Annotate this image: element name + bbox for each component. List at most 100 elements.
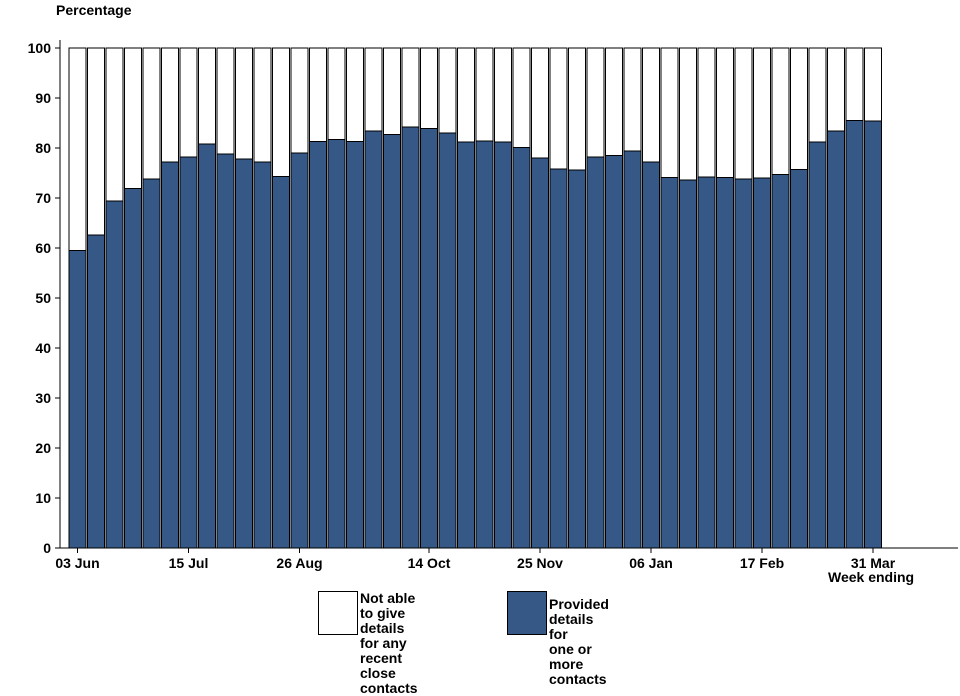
y-tick-label-60: 60 — [35, 240, 51, 256]
bar-not-able-32 — [660, 47, 679, 178]
bar-not-able-34 — [697, 47, 716, 178]
bar-not-able-27 — [568, 47, 586, 171]
bar-provided-5 — [161, 161, 179, 549]
legend-label-not-able: Not able to give details for any recent … — [360, 590, 418, 696]
bar-not-able-33 — [679, 47, 697, 181]
bar-provided-37 — [753, 177, 771, 549]
bar-not-able-28 — [586, 47, 605, 158]
bar-not-able-12 — [290, 47, 309, 154]
x-tick-label-0: 03 Jun — [55, 555, 99, 571]
y-tick-label-20: 20 — [35, 440, 51, 456]
bar-provided-24 — [512, 147, 531, 549]
x-tick-label-6: 15 Jul — [169, 555, 209, 571]
bar-not-able-0 — [68, 47, 87, 251]
bar-not-able-17 — [383, 47, 401, 135]
x-tick-label-37: 17 Feb — [740, 555, 784, 571]
y-tick-label-90: 90 — [35, 90, 51, 106]
bar-not-able-16 — [364, 47, 383, 132]
bar-provided-7 — [198, 143, 216, 549]
bar-provided-16 — [364, 130, 383, 549]
x-tick-label-12: 26 Aug — [276, 555, 322, 571]
bar-not-able-41 — [827, 47, 845, 132]
bar-provided-29 — [605, 155, 623, 549]
y-tick-label-50: 50 — [35, 290, 51, 306]
bar-not-able-2 — [105, 47, 124, 202]
bar-not-able-18 — [401, 47, 420, 128]
bar-provided-34 — [697, 176, 716, 549]
bar-not-able-20 — [438, 47, 457, 134]
x-tick-label-19: 14 Oct — [408, 555, 451, 571]
bar-provided-11 — [272, 176, 290, 549]
bar-provided-38 — [771, 174, 790, 549]
bar-provided-19 — [420, 128, 438, 549]
bar-provided-35 — [716, 177, 734, 549]
y-tick-label-100: 100 — [28, 40, 52, 56]
bar-not-able-19 — [420, 47, 438, 129]
bar-not-able-1 — [87, 47, 105, 236]
bar-not-able-24 — [512, 47, 531, 148]
bar-not-able-13 — [309, 47, 327, 142]
bar-not-able-37 — [753, 47, 771, 179]
bar-not-able-38 — [771, 47, 790, 175]
bar-provided-4 — [142, 178, 161, 549]
y-tick-label-0: 0 — [43, 540, 51, 556]
bar-provided-30 — [623, 150, 642, 549]
bar-not-able-9 — [235, 47, 253, 160]
bar-provided-25 — [531, 157, 549, 549]
y-tick-label-70: 70 — [35, 190, 51, 206]
bar-not-able-4 — [142, 47, 161, 180]
bar-provided-14 — [327, 139, 346, 549]
bar-provided-17 — [383, 134, 401, 549]
bar-provided-9 — [235, 158, 253, 549]
bar-provided-10 — [253, 161, 272, 549]
bar-provided-3 — [124, 188, 142, 549]
bar-not-able-25 — [531, 47, 549, 159]
x-axis-title: Week ending — [828, 569, 915, 585]
bar-not-able-35 — [716, 47, 734, 178]
bar-not-able-21 — [457, 47, 475, 143]
bar-not-able-29 — [605, 47, 623, 156]
bar-provided-8 — [216, 153, 235, 549]
y-tick-label-30: 30 — [35, 390, 51, 406]
bar-not-able-42 — [845, 47, 864, 121]
bar-not-able-39 — [790, 47, 808, 170]
bar-provided-15 — [346, 141, 364, 549]
y-axis-title: Percentage — [56, 2, 132, 18]
bar-provided-41 — [827, 130, 845, 549]
bar-provided-13 — [309, 141, 327, 549]
x-tick-label-43: 31 Mar — [851, 555, 896, 571]
bar-not-able-3 — [124, 47, 142, 189]
bar-provided-21 — [457, 141, 475, 549]
bar-provided-0 — [68, 250, 87, 549]
x-tick-label-31: 06 Jan — [629, 555, 673, 571]
bar-provided-28 — [586, 156, 605, 549]
bar-not-able-43 — [864, 47, 882, 122]
bar-provided-6 — [179, 156, 198, 549]
y-tick-label-80: 80 — [35, 140, 51, 156]
bar-not-able-40 — [808, 47, 827, 143]
bar-provided-27 — [568, 169, 586, 549]
bar-provided-18 — [401, 126, 420, 549]
y-tick-label-10: 10 — [35, 490, 51, 506]
bar-not-able-14 — [327, 47, 346, 140]
legend-swatch-not-able — [318, 591, 358, 635]
bar-provided-40 — [808, 141, 827, 549]
bar-provided-22 — [475, 140, 494, 549]
bar-provided-43 — [864, 120, 882, 549]
bar-not-able-36 — [734, 47, 753, 180]
bar-not-able-26 — [549, 47, 568, 170]
bar-not-able-15 — [346, 47, 364, 142]
bar-provided-2 — [105, 200, 124, 549]
bar-chart: 0 10 20 30 40 50 60 70 80 90 100 03 Jun 15 Jul 26 Aug… — [28, 40, 958, 571]
bar-not-able-31 — [642, 47, 660, 163]
bar-provided-20 — [438, 132, 457, 549]
bar-provided-1 — [87, 234, 105, 549]
bar-not-able-7 — [198, 47, 216, 145]
bar-provided-32 — [660, 177, 679, 549]
bar-not-able-22 — [475, 47, 494, 142]
bar-not-able-8 — [216, 47, 235, 155]
bar-provided-23 — [494, 141, 512, 549]
bar-provided-36 — [734, 178, 753, 549]
bar-provided-33 — [679, 179, 697, 549]
bar-not-able-5 — [161, 47, 179, 163]
